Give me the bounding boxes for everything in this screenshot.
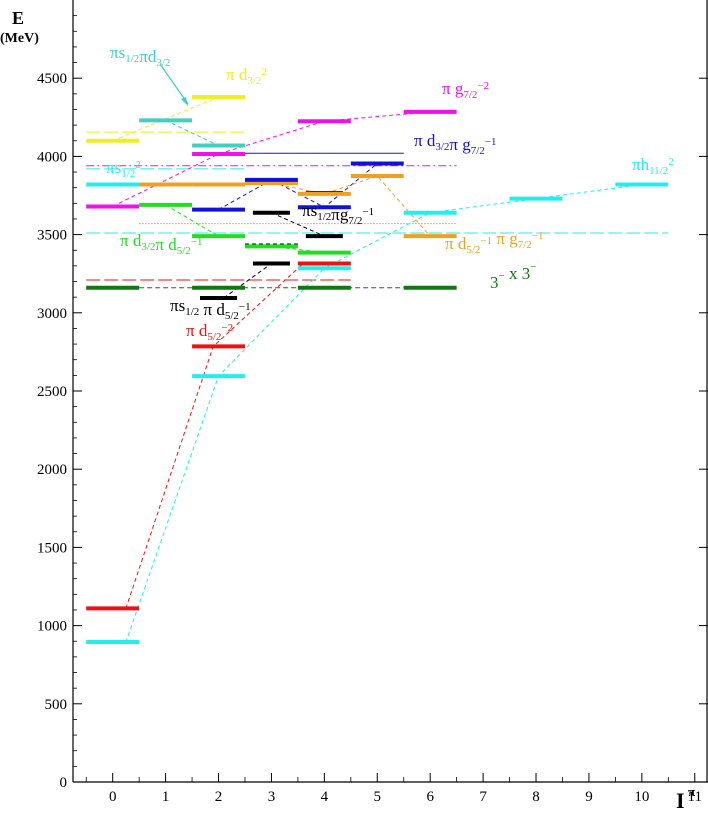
connector-line	[165, 204, 219, 237]
axes: 0 500 1000 1500 2000 2500 3000 3500 4000 4500 0 1 2 3…	[37, 0, 708, 805]
annotation-ann-d32-d52: π d3/2π d5/2−1	[120, 231, 203, 257]
annotation-ann-s12-d52: πs1/2 π d5/2−1	[170, 296, 251, 322]
reference-lines	[86, 131, 669, 289]
x-axis-title-sup: π	[688, 784, 695, 799]
annotation-ann-d32-sq: π d3/22	[226, 65, 267, 87]
x-tick-label: 10	[634, 789, 649, 805]
annotation-ann-d52-m2: π d5/2−2	[186, 321, 233, 343]
annotation-arrow	[159, 63, 189, 105]
x-tick-label: 8	[532, 789, 540, 805]
connector-line	[223, 263, 272, 299]
y-tick-label: 3000	[37, 306, 67, 322]
annotation-ann-d32-g72: π d3/2π g7/2−1	[414, 131, 497, 157]
connector-line	[112, 111, 431, 207]
annotations: πs1/2πd3/2 π d3/22 π g7/2−2 π d3/2π g7/2−1 π…	[106, 43, 674, 343]
y-axis-unit: (MeV)	[0, 31, 39, 46]
connector-line	[271, 212, 325, 237]
connector-line	[125, 184, 642, 643]
connector-line	[271, 175, 431, 237]
energy-levels	[86, 94, 669, 645]
x-tick-label: 7	[479, 789, 487, 805]
annotation-ann-s12-sq: πs1/22	[106, 158, 141, 180]
annotation-ann-g72-m2: π g7/2−2	[442, 79, 489, 101]
x-tick-label: 9	[585, 789, 593, 805]
x-tick-label: 4	[321, 789, 329, 805]
y-axis-label: E (MeV)	[0, 8, 39, 46]
y-tick-label: 0	[60, 775, 68, 791]
y-tick-label: 4000	[37, 149, 67, 165]
annotation-ann-3x3: 3− x 3−	[490, 261, 536, 292]
annotation-ann-s12-d32: πs1/2πd3/2	[110, 43, 170, 69]
annotation-ann-d52-g72: π d5/2−1 π g7/2−1	[445, 229, 544, 256]
annotation-arrow-head	[181, 97, 188, 106]
x-tick-label: 3	[268, 789, 276, 805]
x-axis-label: I π	[676, 784, 695, 813]
y-tick-label: 2500	[37, 384, 67, 400]
x-tick-label: 11	[688, 789, 702, 805]
x-tick-label: 0	[109, 789, 117, 805]
connector-line	[165, 119, 219, 146]
x-axis-title: I	[676, 788, 685, 813]
y-axis-title: E	[12, 8, 24, 28]
annotation-ann-h112-sq: πh11/22	[632, 155, 674, 177]
x-tick-label: 5	[374, 789, 382, 805]
y-tick-label: 1000	[37, 619, 67, 635]
x-tick-label: 6	[426, 789, 434, 805]
annotation-ann-s12-g72: πs1/2πg7/2−1	[302, 201, 374, 227]
y-tick-label: 1500	[37, 540, 67, 556]
y-tick-label: 3500	[37, 228, 67, 244]
y-tick-label: 500	[45, 697, 68, 713]
y-tick-label: 4500	[37, 71, 67, 87]
connector-lines	[112, 96, 642, 643]
y-tick-label: 2000	[37, 462, 67, 478]
connector-line	[218, 163, 378, 211]
x-tick-label: 2	[215, 789, 223, 805]
x-tick-label: 1	[162, 789, 170, 805]
